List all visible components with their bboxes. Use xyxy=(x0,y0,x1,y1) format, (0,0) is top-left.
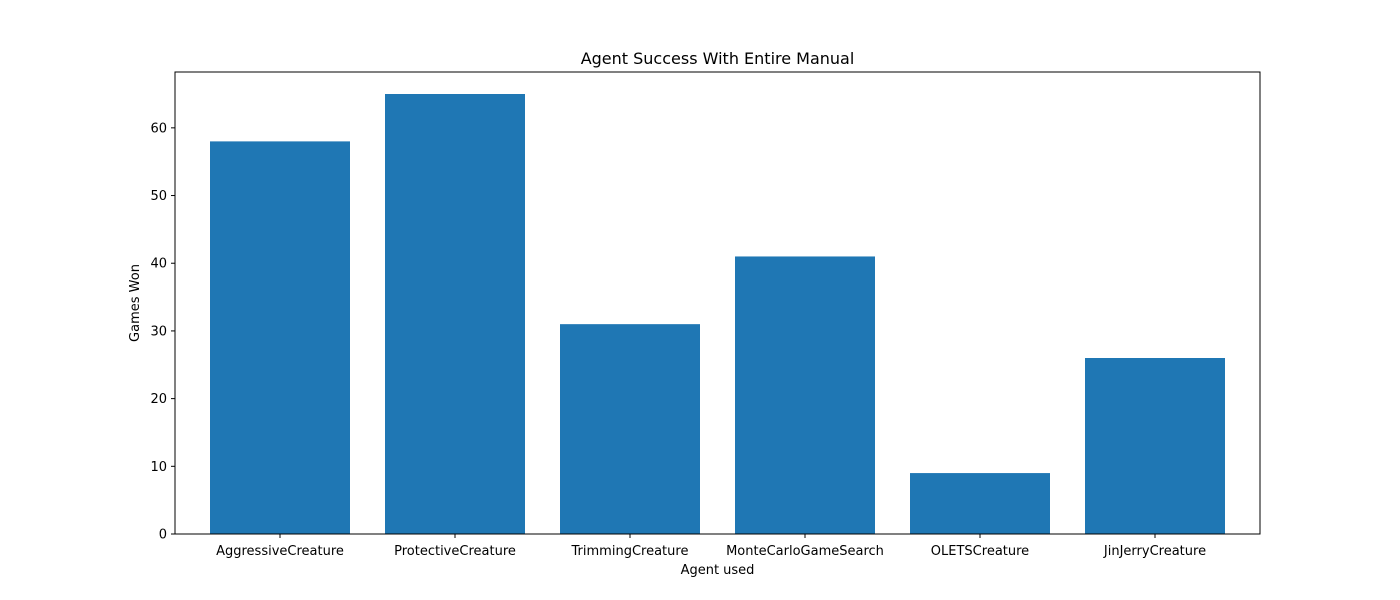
x-axis-label: Agent used xyxy=(681,563,755,578)
x-tick-label: ProtectiveCreature xyxy=(394,544,516,559)
x-tick-label: JinJerryCreature xyxy=(1103,544,1206,559)
x-axis: AggressiveCreature ProtectiveCreature Trim… xyxy=(216,534,1206,559)
bar-oletscreature xyxy=(910,473,1050,534)
y-tick-label: 20 xyxy=(150,392,167,407)
y-tick-label: 0 xyxy=(159,528,167,543)
plot-area-frame xyxy=(174,71,1261,535)
y-tick-label: 10 xyxy=(150,460,167,475)
y-tick-label: 50 xyxy=(150,189,167,204)
bars-group xyxy=(210,94,1225,534)
y-axis: 0 10 20 30 40 50 60 xyxy=(150,121,175,543)
bar-protectivecreature xyxy=(385,94,525,534)
chart-title: Agent Success With Entire Manual xyxy=(581,49,855,68)
y-tick-label: 40 xyxy=(150,257,167,272)
bar-aggressivecreature xyxy=(210,141,350,534)
x-tick-label: OLETSCreature xyxy=(931,544,1029,559)
x-tick-label: MonteCarloGameSearch xyxy=(726,544,884,559)
bar-trimmingcreature xyxy=(560,324,700,534)
bar-jinjerrycreature xyxy=(1085,358,1225,534)
x-tick-label: TrimmingCreature xyxy=(571,544,689,559)
y-tick-label: 60 xyxy=(150,121,167,136)
x-tick-label: AggressiveCreature xyxy=(216,544,344,559)
bar-montecarlogamesearch xyxy=(735,256,875,534)
y-axis-label: Games Won xyxy=(128,264,143,342)
y-tick-label: 30 xyxy=(150,324,167,339)
